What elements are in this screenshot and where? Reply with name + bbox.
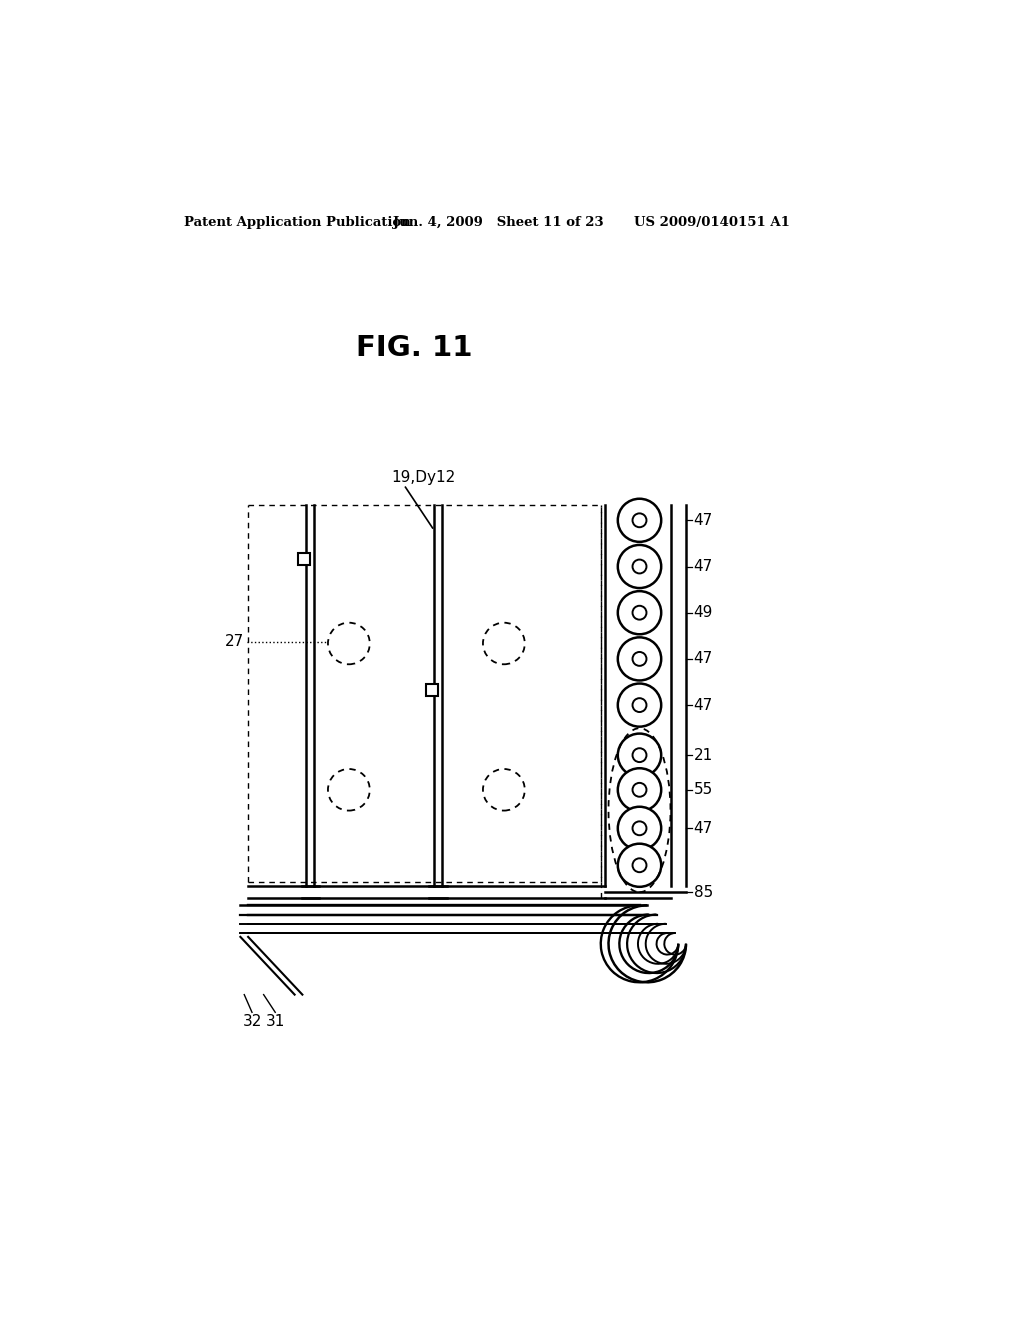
Circle shape — [617, 843, 662, 887]
Bar — [298, 553, 310, 565]
Text: 32: 32 — [243, 1014, 262, 1028]
Circle shape — [617, 684, 662, 726]
Text: Jun. 4, 2009   Sheet 11 of 23: Jun. 4, 2009 Sheet 11 of 23 — [393, 216, 604, 230]
Bar — [426, 684, 438, 696]
Text: Patent Application Publication: Patent Application Publication — [183, 216, 411, 230]
Circle shape — [617, 499, 662, 543]
Circle shape — [617, 807, 662, 850]
Circle shape — [617, 734, 662, 776]
Text: 47: 47 — [693, 821, 713, 836]
Text: 47: 47 — [693, 512, 713, 528]
Text: 19,Dy12: 19,Dy12 — [391, 470, 456, 486]
Text: FIG. 11: FIG. 11 — [356, 334, 473, 362]
Text: 47: 47 — [693, 558, 713, 574]
Text: 21: 21 — [693, 747, 713, 763]
Text: 47: 47 — [693, 697, 713, 713]
Circle shape — [617, 638, 662, 681]
Circle shape — [617, 768, 662, 812]
Circle shape — [617, 545, 662, 589]
Text: 55: 55 — [693, 783, 713, 797]
Text: US 2009/0140151 A1: US 2009/0140151 A1 — [634, 216, 790, 230]
Text: 47: 47 — [693, 651, 713, 667]
Text: 31: 31 — [265, 1014, 285, 1028]
Text: 49: 49 — [693, 605, 713, 620]
Circle shape — [617, 591, 662, 635]
Text: 27: 27 — [225, 635, 245, 649]
Text: 85: 85 — [693, 884, 713, 900]
